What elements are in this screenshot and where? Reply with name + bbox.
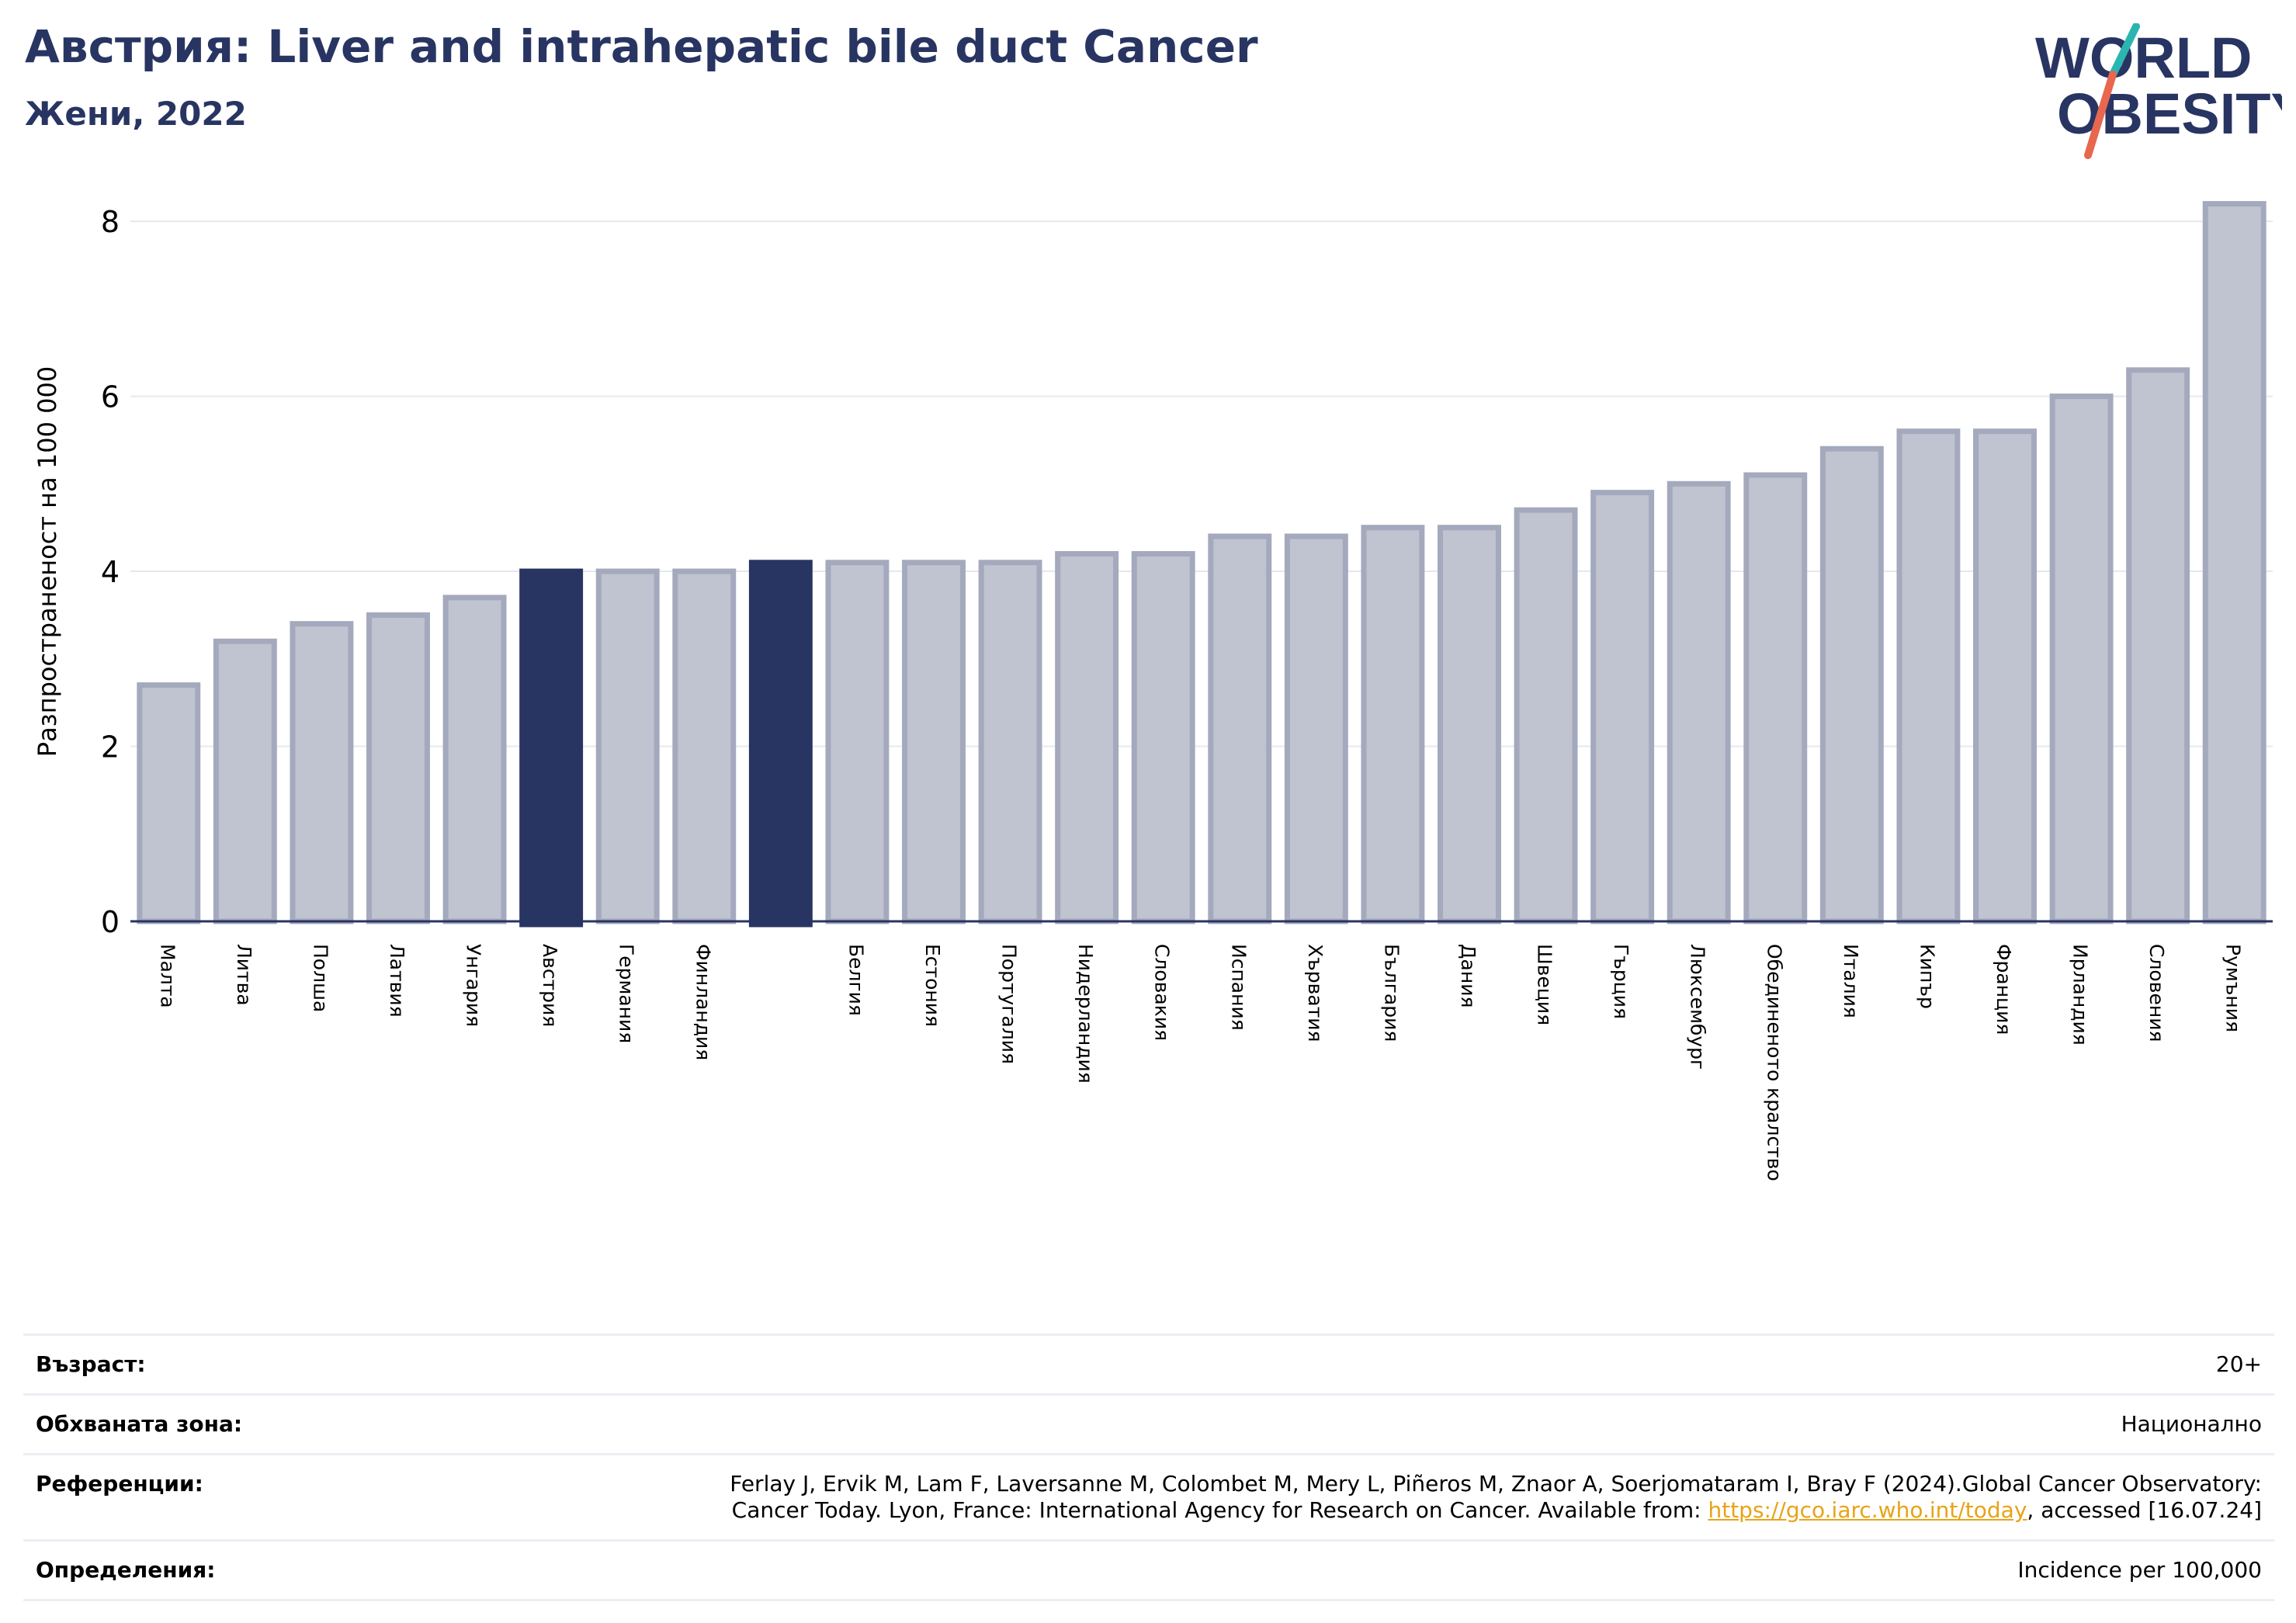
bar <box>1131 551 1195 924</box>
x-tick-label: Кипър <box>1916 944 1938 1009</box>
x-tick-label: Белгия <box>845 944 867 1016</box>
bar <box>748 560 813 928</box>
y-tick-label: 0 <box>101 905 120 939</box>
x-tick-label: Румъния <box>2222 944 2245 1032</box>
bar <box>1819 446 1884 924</box>
info-value-definitions: Incidence per 100,000 <box>2017 1557 2262 1583</box>
info-label-age: Възраст: <box>36 1351 146 1377</box>
info-table: Възраст: 20+ Обхваната зона: Национално … <box>23 1333 2274 1601</box>
x-tick-label: Обединеното кралство <box>1763 944 1785 1181</box>
bar <box>825 560 890 924</box>
y-tick-label: 4 <box>101 555 120 589</box>
x-tick-label: Дания <box>1457 944 1479 1007</box>
x-tick-label: Латвия <box>386 944 408 1018</box>
bar <box>2049 394 2114 924</box>
info-row-references: Референции: Ferlay J, Ervik M, Lam F, La… <box>23 1454 2274 1541</box>
x-tick-label: Словакия <box>1151 944 1174 1041</box>
bar <box>1973 428 2037 924</box>
bar <box>902 560 966 924</box>
page-subtitle: Жени, 2022 <box>25 95 247 133</box>
bar <box>978 560 1042 924</box>
bar <box>1361 525 1425 924</box>
y-tick-label: 8 <box>101 205 120 239</box>
x-tick-label: Швеция <box>1534 944 1556 1025</box>
y-tick-label: 6 <box>101 380 120 414</box>
bar <box>595 568 660 924</box>
bar <box>1896 428 1961 924</box>
bar <box>2202 201 2267 924</box>
logo-slash-bottom <box>2084 71 2117 159</box>
x-tick-label: Унгария <box>463 944 485 1027</box>
info-value-area: Национално <box>2121 1411 2262 1437</box>
info-value-age: 20+ <box>2215 1351 2262 1377</box>
bar <box>1667 480 1731 924</box>
x-tick-label: Хърватия <box>1304 944 1327 1042</box>
reference-line-1: Ferlay J, Ervik M, Lam F, Laversanne M, … <box>730 1471 2262 1496</box>
bar <box>1438 525 1501 924</box>
bar <box>137 682 201 924</box>
bar <box>442 595 507 924</box>
x-tick-label: Франция <box>1993 944 2015 1035</box>
info-row-definitions: Определения: Incidence per 100,000 <box>23 1540 2274 1600</box>
x-tick-label: Литва <box>233 944 255 1006</box>
logo-line-1: WORLD <box>2035 26 2253 90</box>
x-tick-label: Нидерландия <box>1074 944 1097 1084</box>
x-tick-label: Германия <box>616 944 638 1043</box>
bar <box>1284 533 1348 924</box>
world-obesity-logo: WORLD OBESITY <box>2035 23 2282 159</box>
logo-slash-top <box>2109 23 2140 78</box>
info-label-references: Референции: <box>36 1471 203 1496</box>
bar <box>1743 472 1808 924</box>
x-tick-label: Испания <box>1227 944 1250 1031</box>
bar <box>1514 507 1578 924</box>
page-title: Австрия: Liver and intrahepatic bile duc… <box>25 20 1258 73</box>
x-tick-label: Естония <box>921 944 944 1027</box>
bar <box>1590 490 1655 924</box>
reference-link[interactable]: https://gco.iarc.who.int/today <box>1708 1497 2027 1523</box>
bar <box>1055 551 1119 924</box>
x-tick-label: Ирландия <box>2069 944 2092 1046</box>
x-tick-label: Гърция <box>1610 944 1632 1019</box>
info-label-area: Обхваната зона: <box>36 1411 243 1437</box>
x-tick-label: Португалия <box>998 944 1021 1064</box>
reference-line-2-post: , accessed [16.07.24] <box>2027 1497 2262 1523</box>
x-tick-label: Италия <box>1840 944 1862 1018</box>
info-value-references: Ferlay J, Ervik M, Lam F, Laversanne M, … <box>436 1455 2274 1541</box>
bar <box>213 638 277 924</box>
bar <box>519 568 584 928</box>
info-row-area: Обхваната зона: Национално <box>23 1394 2274 1455</box>
reference-line-2-pre: Cancer Today. Lyon, France: Internationa… <box>731 1497 1708 1523</box>
info-label-definitions: Определения: <box>36 1557 216 1583</box>
info-row-age: Възраст: 20+ <box>23 1334 2274 1395</box>
x-tick-label: Малта <box>156 944 179 1008</box>
x-tick-label: Люксембург <box>1687 944 1709 1070</box>
bar <box>2126 367 2190 924</box>
bar <box>366 612 430 924</box>
bar <box>1208 533 1272 924</box>
bar <box>290 621 354 924</box>
x-tick-label: България <box>1380 944 1403 1042</box>
x-tick-label: Словения <box>2145 944 2168 1042</box>
bar-chart: 0 2 4 6 8 Разпространеност на 100 000 Малта Лит… <box>33 201 2273 1181</box>
y-tick-label: 2 <box>101 730 120 765</box>
x-tick-label: Финландия <box>692 944 714 1060</box>
x-tick-label: Полша <box>309 944 331 1012</box>
x-tick-label: Австрия <box>539 944 561 1027</box>
y-axis-label: Разпространеност на 100 000 <box>33 366 62 757</box>
bar <box>672 568 737 924</box>
